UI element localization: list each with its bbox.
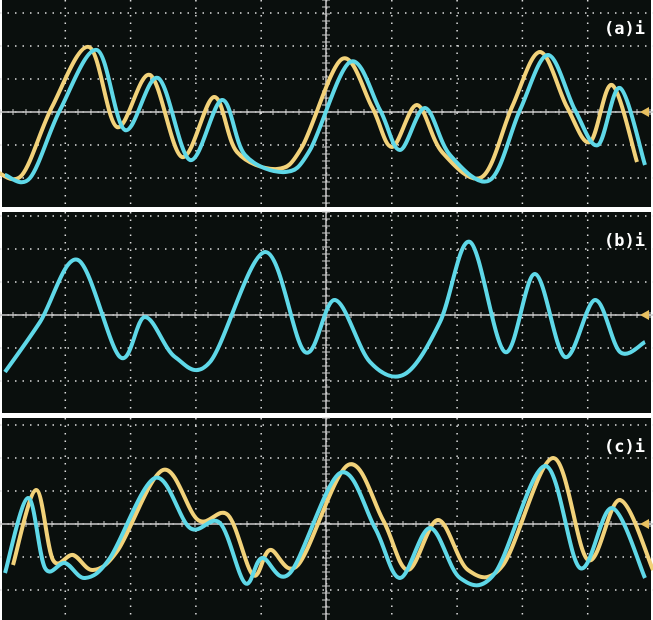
cyan-trace — [4, 48, 647, 185]
marker — [640, 107, 649, 117]
marker — [640, 519, 649, 529]
panel-c: (c)i — [0, 417, 653, 620]
cyan-trace — [3, 239, 647, 379]
panel-a: (a)i — [0, 0, 653, 207]
panel-b: (b)i — [0, 211, 653, 413]
panel-label: (c)i — [604, 437, 645, 457]
panel-label: (b)i — [604, 231, 645, 251]
marker — [640, 310, 649, 320]
cyan-trace — [3, 464, 647, 588]
yellow-trace — [11, 456, 653, 580]
panel-label: (a)i — [604, 19, 645, 39]
yellow-trace — [0, 45, 639, 182]
